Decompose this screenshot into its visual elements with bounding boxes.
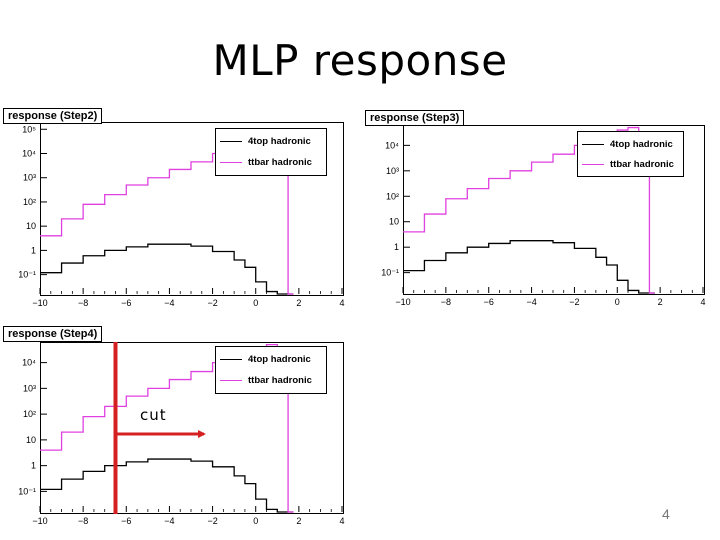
legend-label: 4top hadronic	[248, 135, 311, 147]
legend-entry-ttbar: ttbar hadronic	[582, 157, 674, 171]
y-tick-label: 10⁻¹	[381, 268, 399, 278]
chart-title: response (Step4)	[3, 326, 103, 342]
y-tick-label: 10	[26, 221, 36, 231]
series-4top-hadronic	[403, 240, 655, 294]
legend-swatch	[220, 161, 242, 163]
legend-label: ttbar hadronic	[248, 156, 312, 168]
series-ttbar-hadronic	[403, 126, 655, 294]
y-tick-label: 10⁻¹	[18, 270, 36, 280]
plot-svg: −10 −8 −6 −4 −2 0 2 4 10⁻¹ 1 10 10² 10³ 10⁴	[18, 343, 345, 526]
legend-swatch	[582, 163, 604, 165]
legend-label: ttbar hadronic	[610, 158, 674, 170]
x-tick-label: 4	[700, 297, 705, 307]
y-tick-label: 10²	[23, 409, 36, 419]
x-tick-label: 4	[339, 298, 344, 308]
x-tick-label: −4	[526, 297, 536, 307]
y-tick-label: 10⁴	[22, 148, 36, 158]
x-tick-label: −6	[484, 297, 494, 307]
legend-entry-4top: 4top hadronic	[582, 137, 673, 151]
x-tick-label: −2	[207, 298, 217, 308]
series-4top-hadronic	[40, 458, 294, 513]
legend-entry-ttbar: ttbar hadronic	[220, 373, 312, 387]
slide-title: MLP response	[212, 36, 508, 85]
x-tick-label: −8	[78, 516, 88, 526]
y-tick-label: 10²	[23, 197, 36, 207]
x-tick-label: −8	[78, 298, 88, 308]
legend: 4top hadronic ttbar hadronic	[215, 346, 327, 394]
legend: 4top hadronic ttbar hadronic	[215, 128, 327, 176]
cut-label: cut	[140, 406, 167, 424]
plot-svg: −10 −8 −6 −4 −2 0 2 4 10⁻¹ 1 10 10² 10³ 10⁴	[381, 126, 706, 307]
legend-entry-4top: 4top hadronic	[220, 352, 311, 366]
chart-title: response (Step3)	[365, 110, 465, 126]
y-tick-label: 10⁴	[22, 358, 36, 368]
x-tick-label: −2	[569, 297, 579, 307]
x-tick-label: −4	[164, 298, 174, 308]
y-tick-label: 10	[389, 217, 399, 227]
series-4top-hadronic	[40, 243, 294, 295]
y-tick-label: 10³	[23, 173, 36, 183]
x-tick-label: 0	[253, 298, 258, 308]
x-tick-label: 0	[253, 516, 258, 526]
chart-title: response (Step2)	[3, 108, 103, 124]
series-ttbar-hadronic	[40, 343, 294, 513]
y-tick-label: 1	[31, 461, 36, 471]
x-tick-label: 2	[658, 297, 663, 307]
legend-label: 4top hadronic	[248, 353, 311, 365]
x-tick-label: −2	[207, 516, 217, 526]
legend-label: ttbar hadronic	[248, 374, 312, 386]
plot-svg: −10 −8 −6 −4 −2 0 2 4 10⁻¹ 1 10 10² 10³ 10⁴ 10⁵	[18, 124, 344, 308]
legend: 4top hadronic ttbar hadronic	[577, 131, 684, 177]
x-tick-label: 2	[296, 298, 301, 308]
x-tick-label: 0	[615, 297, 620, 307]
x-tick-label: −10	[32, 516, 47, 526]
legend-swatch	[220, 379, 242, 381]
y-tick-label: 10²	[386, 191, 399, 201]
y-tick-label: 10	[26, 435, 36, 445]
x-tick-label: −4	[164, 516, 174, 526]
x-tick-label: −10	[32, 298, 47, 308]
y-tick-label: 10⁵	[22, 124, 36, 134]
legend-swatch	[220, 358, 242, 360]
legend-swatch	[582, 143, 604, 145]
x-tick-label: 2	[296, 516, 301, 526]
y-tick-label: 10³	[386, 166, 399, 176]
legend-entry-ttbar: ttbar hadronic	[220, 155, 312, 169]
x-tick-label: −6	[121, 516, 131, 526]
x-tick-label: −6	[121, 298, 131, 308]
page-number: 4	[662, 506, 670, 522]
x-tick-label: −10	[395, 297, 410, 307]
y-tick-label: 1	[394, 242, 399, 252]
legend-entry-4top: 4top hadronic	[220, 134, 311, 148]
legend-swatch	[220, 140, 242, 142]
y-tick-label: 10⁴	[385, 140, 399, 150]
y-tick-label: 10³	[23, 383, 36, 393]
y-tick-label: 10⁻¹	[18, 486, 36, 496]
legend-label: 4top hadronic	[610, 138, 673, 150]
y-tick-label: 1	[31, 245, 36, 255]
x-tick-label: 4	[339, 516, 344, 526]
x-tick-label: −8	[441, 297, 451, 307]
